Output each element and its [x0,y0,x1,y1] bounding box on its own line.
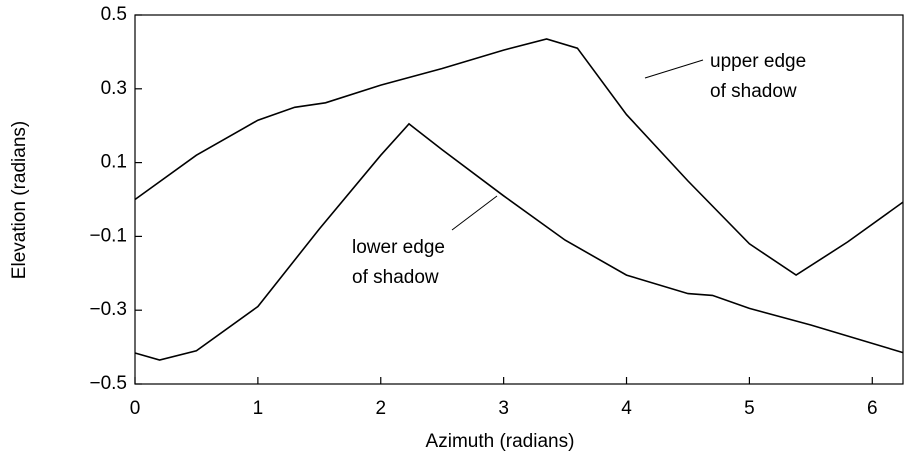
line-series [134,122,904,361]
annotation-leader [644,59,704,79]
x-tick-label: 3 [498,398,509,419]
x-tick-label: 5 [744,398,755,419]
y-tick-label: −0.5 [89,373,127,394]
x-tick-label: 6 [867,398,878,419]
x-tick-label: 0 [130,398,141,419]
x-axis-label: Azimuth (radians) [426,431,575,452]
y-axis-label: Elevation (radians) [9,121,30,279]
annotation: of shadow [352,267,439,288]
y-tick-label: 0.5 [101,4,127,25]
line-series [134,38,904,277]
y-tick-label: −0.3 [89,299,127,320]
annotation: lower edge [352,237,445,258]
annotation: upper edge [710,51,806,72]
y-tick-label: 0.3 [101,78,127,99]
x-tick-label: 2 [375,398,386,419]
x-tick-label: 1 [253,398,264,419]
y-tick-label: −0.1 [89,225,127,246]
x-tick-label: 4 [621,398,632,419]
annotation: of shadow [710,81,797,102]
annotation-leader [451,195,498,231]
y-tick-label: 0.1 [101,152,127,173]
